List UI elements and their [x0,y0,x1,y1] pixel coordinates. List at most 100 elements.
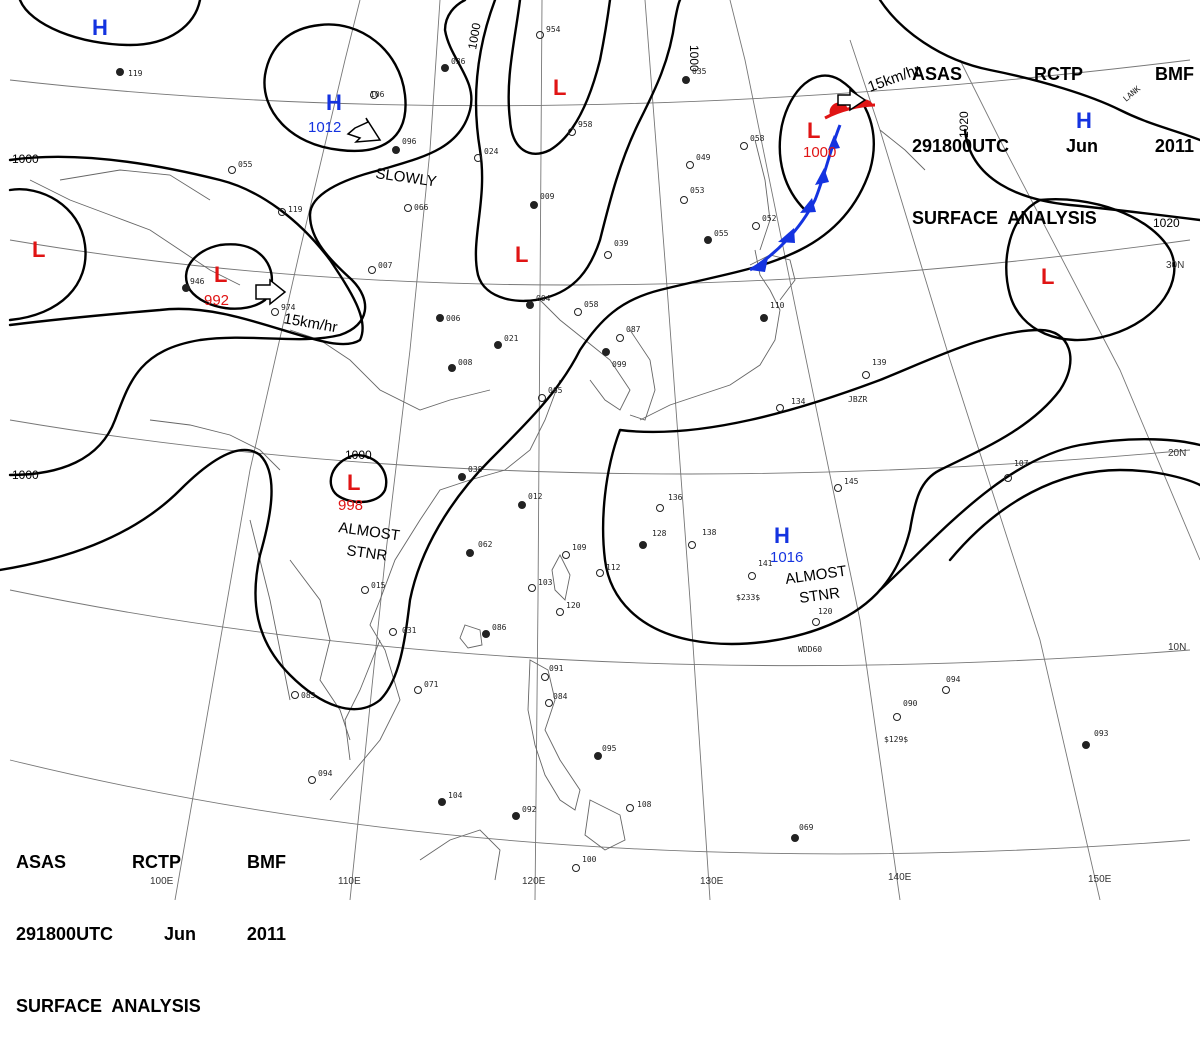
cold-front-tooth-2 [778,228,795,243]
station-plot: 083 [291,691,316,700]
system-h-1016: H [774,523,790,548]
move-arrow-992 [255,278,287,306]
system-h-1012: H [326,90,342,115]
svg-text:058: 058 [584,300,599,309]
station-plot: 090 [893,699,918,721]
parallel-40n [9,59,1191,107]
station-plot: 065 [538,386,563,402]
svg-text:035: 035 [692,67,707,76]
svg-text:031: 031 [402,626,417,635]
station-plot: 094 [308,769,333,784]
station-plot: 021 [494,334,519,349]
station-plot: 052 [752,214,777,230]
svg-text:065: 065 [548,386,563,395]
station-plot: 099 [602,348,627,369]
station-plot: 120 [812,607,833,626]
station-plot: 134 [776,397,806,412]
coast-kamchatka [879,129,926,171]
parallel-10n [9,589,1191,667]
svg-text:071: 071 [424,680,439,689]
coast-korean-peninsula [629,329,656,421]
header-title: SURFACE ANALYSIS [912,208,1097,228]
header-year: 2011 [1154,136,1194,156]
svg-text:087: 087 [626,325,641,334]
svg-text:954: 954 [546,25,561,34]
station-plot: 071 [414,680,439,694]
coast-taiwan [551,554,571,601]
parallel-20n [9,419,1191,475]
grid-label-110e: 110E [338,876,361,887]
svg-text:066: 066 [414,203,429,212]
svg-text:006: 006 [446,314,461,323]
footer-month: Jun [163,924,196,944]
svg-text:107: 107 [1014,459,1029,468]
surface-analysis-map: H H 1012 L L 992 L 998 L L L 1000 H L H … [0,0,1200,900]
station-plot: 036 [441,57,466,72]
station-id-233: $233$ [736,593,760,602]
header-code: BMF [1154,64,1194,84]
coast-indochina [289,559,351,741]
station-plot: 055 [228,160,253,174]
footer-code: BMF [246,852,286,872]
station-plot: 062 [466,540,493,557]
svg-text:090: 090 [903,699,918,708]
note-stnr-998: STNR [345,542,388,565]
station-plot: 007 [368,261,393,274]
grid-label-120e: 120E [522,876,546,887]
system-l-top-center: L [553,75,566,100]
station-plot: 039 [604,239,629,259]
isobar-1000-north [8,155,364,346]
header-time: 291800UTC [912,136,1010,156]
isobar-1020-east [963,128,1200,222]
coast-sakhalin [754,139,771,251]
isobar-label-1000-west: 1000 [12,152,39,166]
coast-indochina-east [344,639,381,761]
grid-label-150e: 150E [1088,874,1112,885]
system-h-east: H [1076,108,1092,133]
station-id-129: $129$ [884,735,908,744]
isobars [0,0,1200,711]
svg-text:099: 099 [612,360,627,369]
svg-text:095: 095 [602,744,617,753]
svg-text:109: 109 [572,543,587,552]
svg-text:009: 009 [540,192,555,201]
svg-text:103: 103 [538,578,553,587]
station-id-wdd60: WDD60 [798,645,822,654]
grid-label-140e: 140E [888,872,912,883]
station-plot: 145 [834,477,859,492]
station-plot: 104 [438,791,463,806]
coast-luzon [527,659,581,811]
station-plot: 107 [1004,459,1029,482]
header-month: Jun [1065,136,1098,156]
svg-text:008: 008 [458,358,473,367]
system-l-1000: L [807,118,820,143]
footer-line-1: ASAS RCTP BMF [16,850,286,874]
svg-text:104: 104 [448,791,463,800]
station-plot: 954 [536,25,561,39]
station-plot: 108 [626,800,652,812]
pressure-998: 998 [338,497,363,514]
isobar-east-closed [1005,198,1176,342]
coast-china-mainland [329,379,561,801]
meridian-140e [729,0,901,900]
station-plot: 958 [568,120,593,136]
station-plot: 012 [518,492,543,509]
svg-text:100: 100 [582,855,597,864]
system-h-topleft: H [92,15,108,40]
station-plot: 110 [760,301,785,322]
grid-labels: 110E 120E 130E 140E 150E 30N 20N 10N 100… [150,260,1186,887]
cold-front-tooth-1 [750,258,768,272]
pressure-1016: 1016 [770,549,803,566]
svg-text:106: 106 [370,90,385,99]
meridian-110e [349,0,441,900]
svg-text:015: 015 [371,581,386,590]
pressure-systems: H H 1012 L L 992 L 998 L L L 1000 H L H … [32,15,1092,566]
svg-text:024: 024 [484,147,499,156]
meridian-100e [174,0,361,900]
isobar-label-1000-topright: 1000 [687,45,701,72]
isobar-label-1020-east: 1020 [1153,216,1180,230]
note-stnr-1016: STNR [798,584,841,607]
isobar-top-inner-low [507,0,612,155]
station-plot: 091 [541,664,564,681]
svg-text:053: 053 [690,186,705,195]
